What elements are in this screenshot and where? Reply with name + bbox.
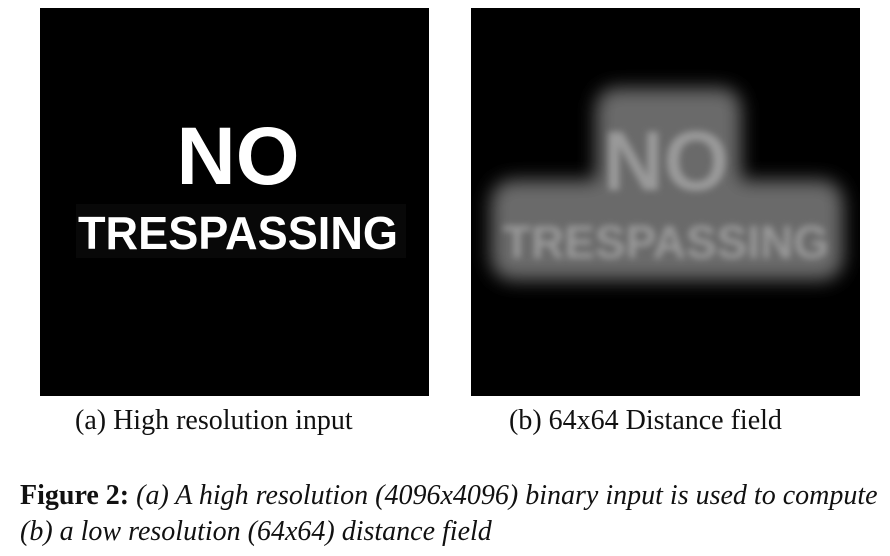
- figure-label: Figure 2:: [20, 480, 130, 511]
- sign-word-trespassing: TRESPASSING: [78, 207, 398, 259]
- distance-glow: [491, 88, 843, 280]
- figure-caption: Figure 2: (a) A high resolution (4096x40…: [20, 478, 886, 550]
- figure-caption-text: (a) A high resolution (4096x4096) binary…: [20, 480, 878, 547]
- sign-strip: [76, 204, 406, 258]
- distance-core: NO TRESPASSING: [503, 114, 829, 268]
- high-resolution-input-image: NO TRESPASSING: [40, 8, 429, 396]
- subcaption-a: (a) High resolution input: [75, 405, 353, 436]
- blurred-sign-graphic: NO TRESPASSING: [471, 8, 860, 396]
- sign-word-no: NO: [177, 111, 300, 202]
- svg-text:NO: NO: [603, 114, 729, 208]
- svg-text:TRESPASSING: TRESPASSING: [503, 216, 829, 268]
- binary-sign-graphic: NO TRESPASSING: [40, 8, 429, 396]
- distance-field-image: NO TRESPASSING: [471, 8, 860, 396]
- subcaption-b: (b) 64x64 Distance field: [509, 405, 782, 436]
